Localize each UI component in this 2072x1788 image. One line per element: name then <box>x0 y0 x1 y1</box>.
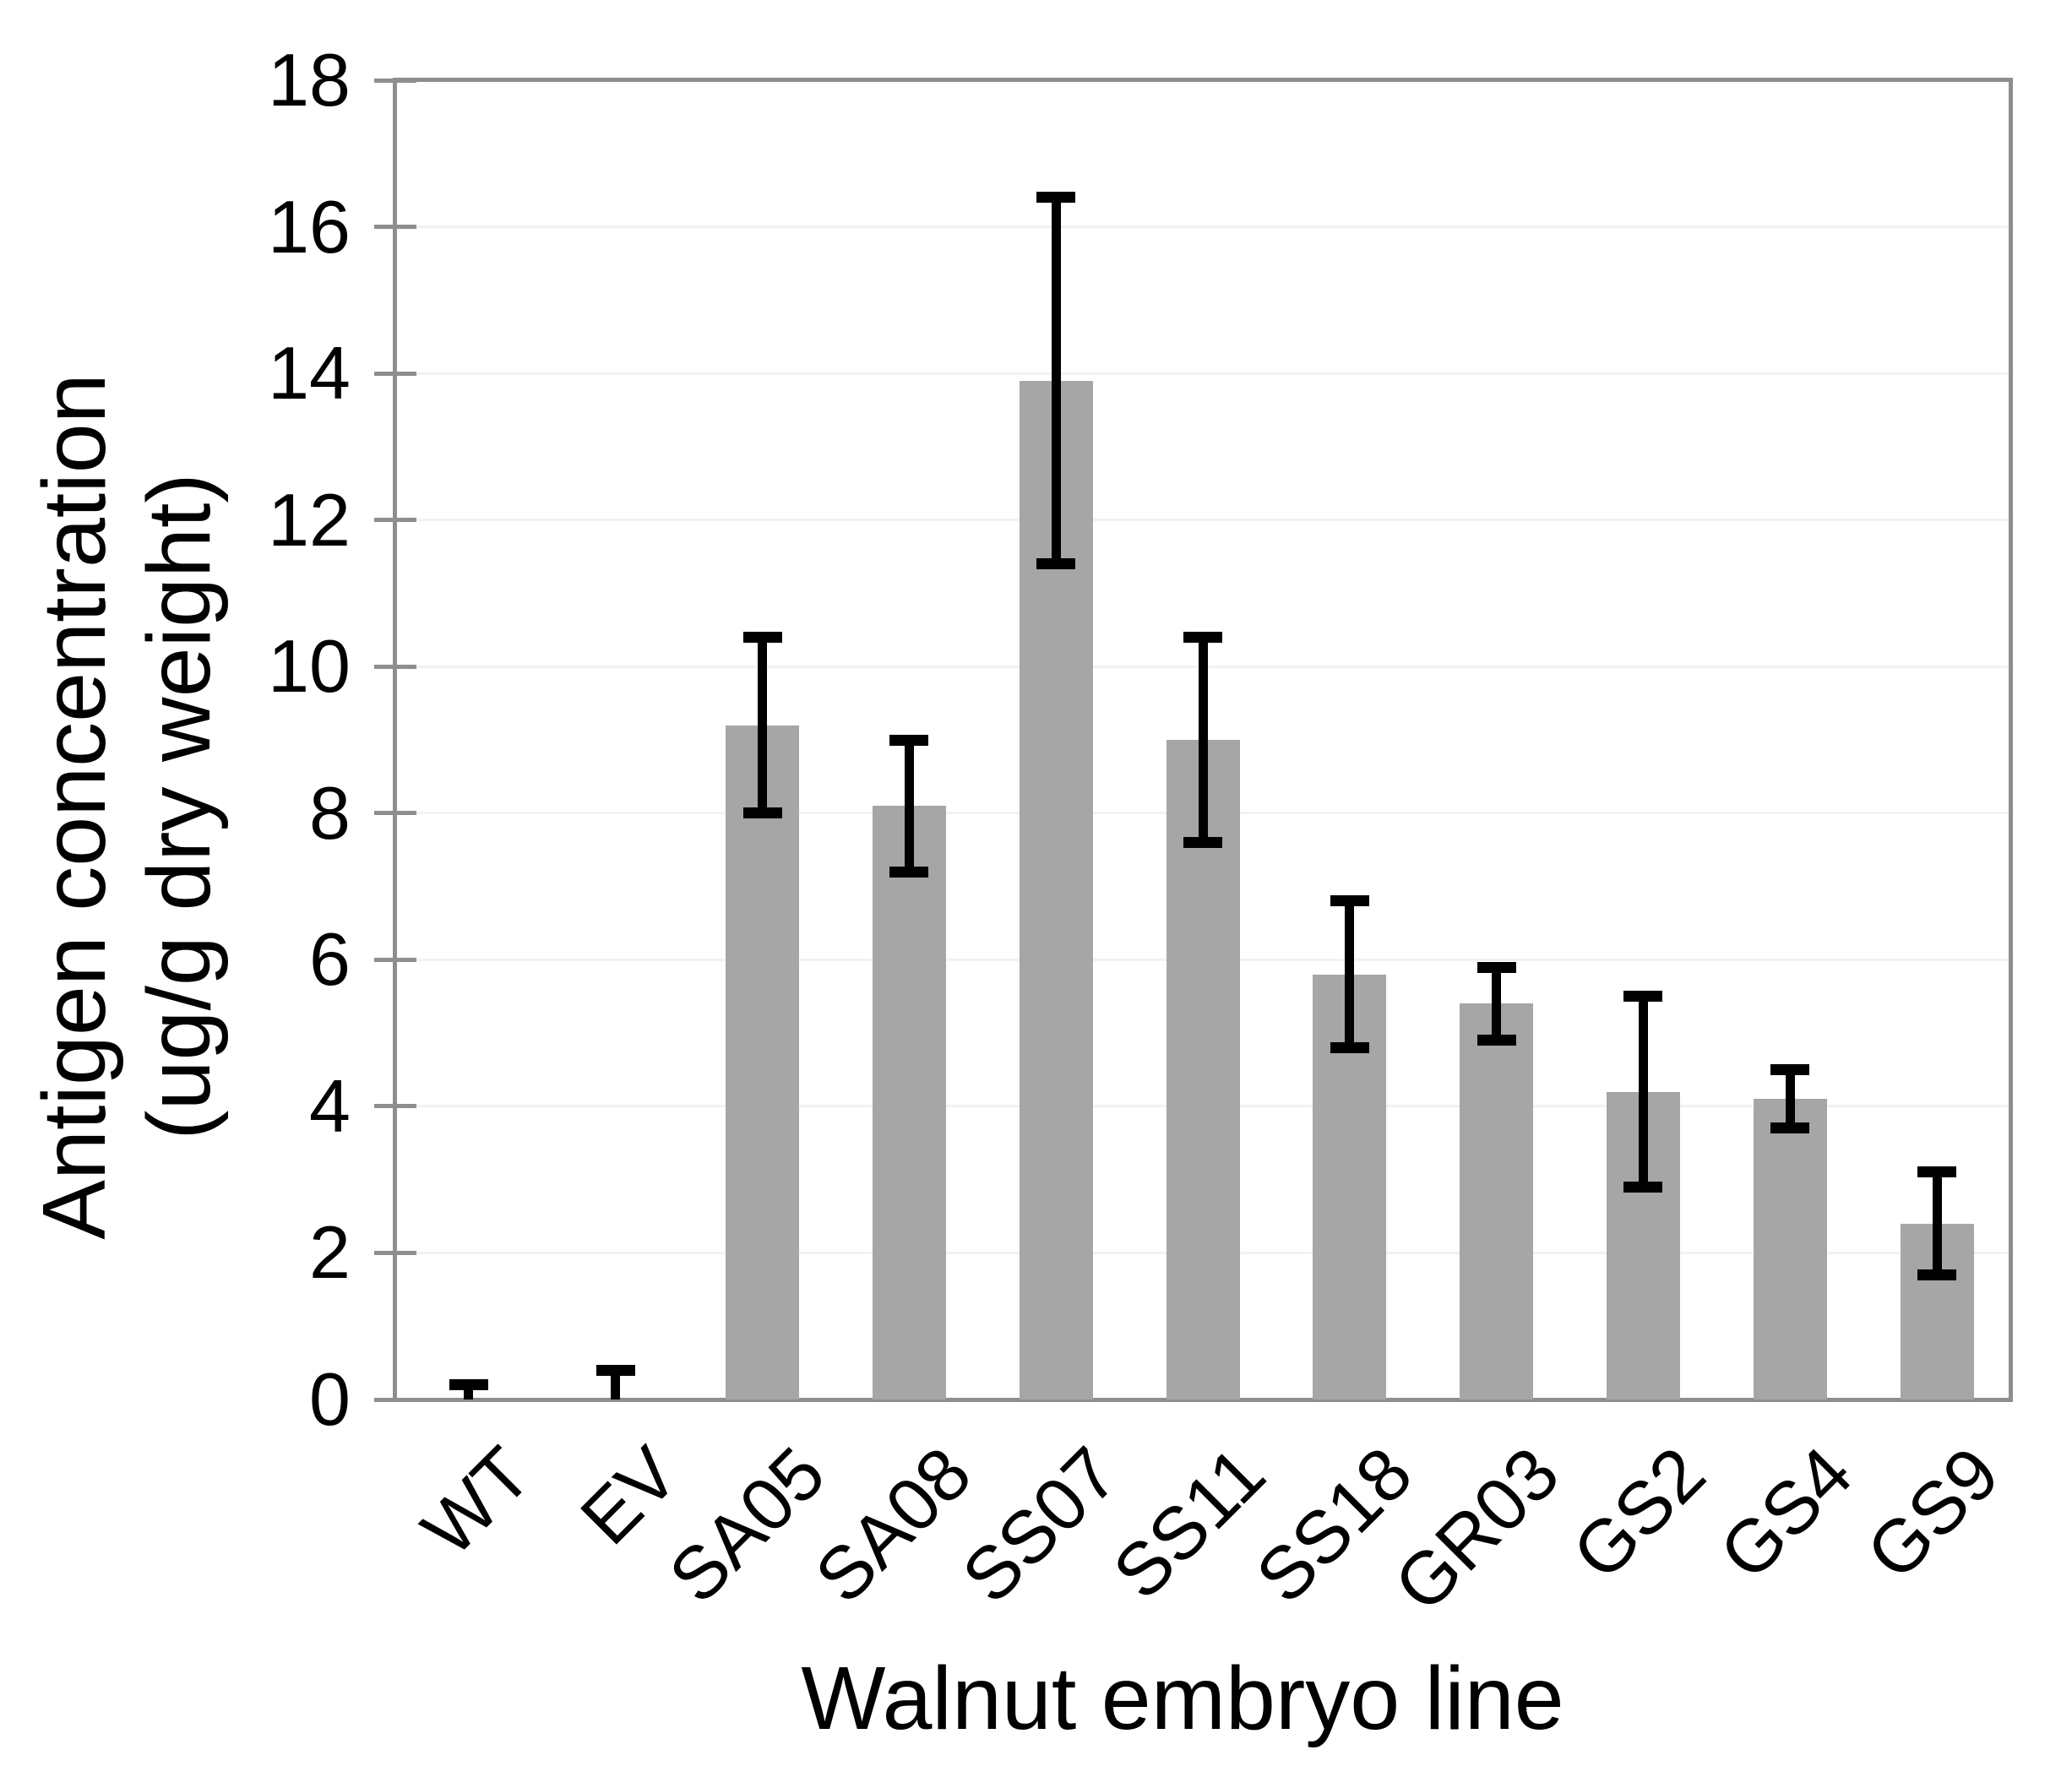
error-bar-cap-top-SS07 <box>1036 192 1076 204</box>
y-axis-tick-label: 14 <box>268 331 351 416</box>
error-bar-cap-top-GS9 <box>1917 1166 1957 1178</box>
error-bar-cap-bottom-GR03 <box>1477 1035 1516 1046</box>
y-axis-tick <box>374 371 416 376</box>
y-axis-tick <box>374 518 416 523</box>
error-bar-stem-GR03 <box>1492 967 1502 1041</box>
error-bar-stem-EV <box>611 1370 621 1399</box>
y-axis-tick <box>374 957 416 962</box>
y-axis-tick-label: 2 <box>309 1210 351 1295</box>
error-bar-cap-top-GR03 <box>1477 961 1516 973</box>
y-axis-tick-label: 4 <box>309 1063 351 1148</box>
x-axis-title: Walnut embryo line <box>801 1649 1564 1748</box>
y-axis-tick-label: 8 <box>309 770 351 855</box>
error-bar-cap-top-EV <box>595 1364 635 1376</box>
y-axis-title-line1: Antigen concentration <box>24 373 124 1240</box>
error-bar-stem-GS2 <box>1638 996 1648 1187</box>
error-bar-stem-SS18 <box>1345 900 1355 1048</box>
y-axis-title: Antigen concentration (ug/g dry weight) <box>22 373 231 1239</box>
gridline <box>395 226 2010 229</box>
y-axis-tick-label: 16 <box>268 184 351 269</box>
error-bar-cap-bottom-GS9 <box>1917 1269 1957 1280</box>
error-bar-cap-top-SA05 <box>742 632 782 643</box>
y-axis-tick-label: 10 <box>268 624 351 709</box>
error-bar-cap-bottom-SA05 <box>742 807 782 819</box>
y-axis-tick <box>374 664 416 669</box>
error-bar-cap-top-WT <box>449 1379 488 1391</box>
error-bar-cap-top-SA08 <box>889 734 929 746</box>
error-bar-cap-bottom-SA08 <box>889 866 929 878</box>
error-bar-cap-top-SS18 <box>1330 895 1369 907</box>
error-bar-stem-SS07 <box>1051 197 1061 564</box>
y-axis-tick-label: 12 <box>268 477 351 562</box>
error-bar-cap-bottom-GS4 <box>1770 1122 1810 1134</box>
y-axis-tick-label: 18 <box>268 38 351 122</box>
error-bar-stem-GS9 <box>1932 1171 1942 1275</box>
plot-frame <box>393 78 2013 1402</box>
gridline <box>395 372 2010 375</box>
bar-SA05 <box>726 725 800 1399</box>
bar-GR03 <box>1460 1003 1534 1399</box>
error-bar-cap-bottom-SS11 <box>1183 836 1222 848</box>
error-bar-cap-bottom-SS18 <box>1330 1041 1369 1053</box>
error-bar-stem-SA08 <box>904 740 914 872</box>
y-axis-tick <box>374 811 416 816</box>
error-bar-cap-top-GS4 <box>1770 1064 1810 1075</box>
error-bar-cap-bottom-GS2 <box>1623 1181 1663 1193</box>
error-bar-stem-GS4 <box>1785 1069 1795 1128</box>
bar-SA08 <box>872 806 946 1399</box>
error-bar-stem-WT <box>464 1384 474 1399</box>
error-bar-stem-SS11 <box>1198 637 1208 843</box>
error-bar-cap-top-SS11 <box>1183 632 1222 643</box>
y-axis-tick <box>374 1397 416 1402</box>
y-axis-tick <box>374 1250 416 1255</box>
gridline <box>395 519 2010 522</box>
y-axis-tick-label: 0 <box>309 1357 351 1441</box>
y-axis-tick <box>374 225 416 230</box>
error-bar-cap-top-GS2 <box>1623 991 1663 1003</box>
error-bar-stem-SA05 <box>758 637 768 813</box>
y-axis-tick-label: 6 <box>309 917 351 1002</box>
bar-GS4 <box>1753 1099 1827 1399</box>
y-axis-tick <box>374 1104 416 1109</box>
y-axis-tick <box>374 78 416 83</box>
error-bar-cap-bottom-SS07 <box>1036 558 1076 570</box>
y-axis-title-line2: (ug/g dry weight) <box>129 473 229 1140</box>
bar-SS11 <box>1166 740 1240 1399</box>
